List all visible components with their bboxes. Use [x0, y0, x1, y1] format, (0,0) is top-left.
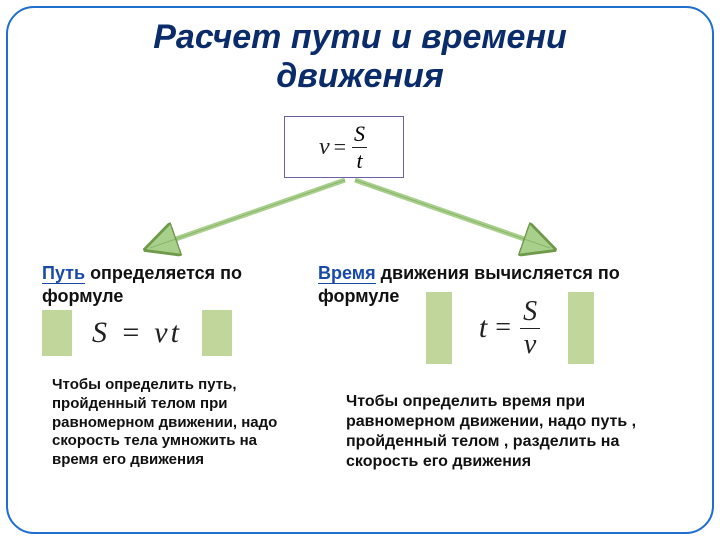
right-formula-inner: t = S v [426, 292, 594, 364]
left-keyword: Путь [42, 263, 85, 284]
main-formula-num: S [350, 123, 369, 147]
title-line1: Расчет пути и времени [153, 18, 567, 56]
right-formula-lhs: t [479, 311, 487, 345]
main-formula-lhs: v [319, 134, 330, 161]
equals-sign: = [495, 312, 511, 344]
right-formula: t = S v [426, 292, 594, 364]
main-formula-fraction: S t [350, 123, 369, 172]
equals-sign: = [334, 134, 346, 160]
left-column: Путь определяется по формуле S = vt Чтоб… [42, 262, 292, 307]
right-description: Чтобы определить время при равномерном д… [346, 392, 666, 472]
split-arrows [130, 178, 570, 258]
title-line2: движения [276, 57, 444, 95]
left-formula-text: S = vt [42, 310, 232, 356]
main-formula: v = S t [284, 116, 404, 178]
right-keyword: Время [318, 263, 376, 284]
left-description: Чтобы определить путь, пройденный телом … [52, 376, 282, 470]
right-formula-fraction: S v [519, 298, 541, 359]
right-column: Время движения вычисляется по формуле t … [318, 262, 678, 307]
right-formula-num: S [519, 298, 541, 328]
main-formula-den: t [352, 147, 366, 172]
left-formula: S = vt [42, 310, 232, 356]
page-title: Расчет пути и времени движения [0, 18, 720, 96]
right-formula-den: v [520, 328, 540, 359]
left-lead: Путь определяется по формуле [42, 262, 292, 307]
